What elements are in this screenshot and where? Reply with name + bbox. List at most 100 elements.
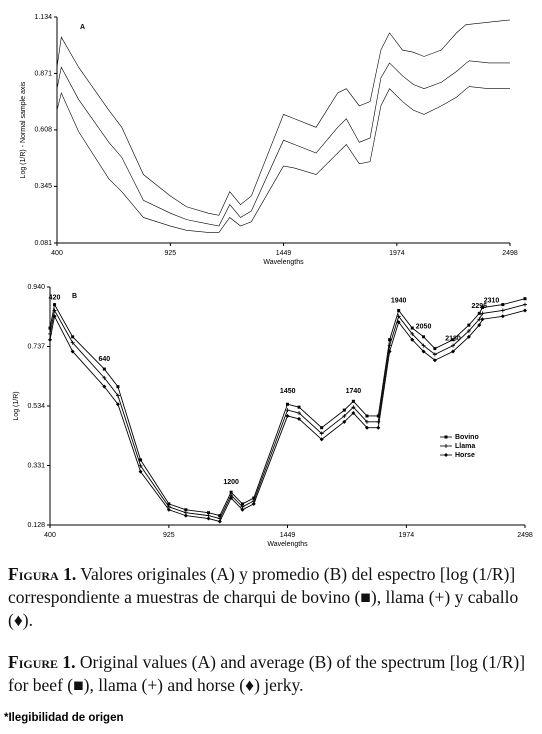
marker xyxy=(351,411,356,416)
caption-text: Valores originales (A) y promedio (B) de… xyxy=(8,564,519,630)
marker xyxy=(184,508,188,512)
marker xyxy=(218,514,222,518)
marker xyxy=(451,343,456,348)
annotation: 1740 xyxy=(346,388,362,395)
annotation: 1940 xyxy=(391,297,407,304)
marker xyxy=(523,297,527,301)
annotation: 640 xyxy=(98,356,110,363)
y-tick-label: 0.534 xyxy=(27,403,45,410)
marker xyxy=(71,335,75,339)
marker xyxy=(432,358,437,363)
marker xyxy=(480,317,485,322)
x-tick-label: 925 xyxy=(165,250,177,257)
marker xyxy=(48,326,52,330)
marker xyxy=(410,337,415,342)
y-tick-label: 0.345 xyxy=(34,183,52,190)
marker xyxy=(319,431,324,436)
series-line xyxy=(56,19,511,216)
marker xyxy=(500,308,505,313)
marker xyxy=(297,416,302,421)
x-tick-label: 2498 xyxy=(502,250,518,257)
marker xyxy=(421,349,426,354)
marker xyxy=(501,303,505,307)
marker xyxy=(351,399,355,403)
marker xyxy=(70,340,75,345)
marker xyxy=(480,306,484,310)
marker xyxy=(167,502,171,506)
footnote: *Ilegibilidad de origen xyxy=(4,712,124,724)
marker xyxy=(410,331,415,336)
marker xyxy=(285,408,290,413)
marker xyxy=(342,419,347,424)
marker xyxy=(229,490,233,494)
marker xyxy=(285,413,290,418)
marker xyxy=(351,405,356,410)
marker xyxy=(451,349,456,354)
legend-label: Llama xyxy=(455,443,475,450)
marker xyxy=(387,343,392,348)
annotation: 2180 xyxy=(445,335,461,342)
marker xyxy=(286,402,289,406)
marker xyxy=(523,302,527,307)
x-tick-label: 925 xyxy=(163,532,175,539)
annotation: 1450 xyxy=(280,388,296,395)
marker xyxy=(365,414,369,418)
series-line xyxy=(56,86,510,233)
marker xyxy=(376,419,381,424)
marker xyxy=(52,314,57,319)
annotation: 420 xyxy=(49,294,61,301)
marker xyxy=(477,311,481,315)
marker xyxy=(206,516,211,521)
x-tick-label: 2498 xyxy=(517,532,533,539)
marker xyxy=(396,320,401,325)
x-tick-label: 1449 xyxy=(280,532,296,539)
marker xyxy=(240,507,245,512)
y-axis-label: Log (1/R) xyxy=(13,391,20,420)
marker xyxy=(53,303,57,307)
y-axis-label: Log (1/R) - Normal sample axis xyxy=(20,81,27,178)
x-tick-label: 1974 xyxy=(399,532,415,539)
annotation: 2296 xyxy=(471,303,487,310)
marker xyxy=(451,338,455,342)
marker xyxy=(297,411,302,416)
marker xyxy=(397,308,401,312)
marker xyxy=(387,349,392,354)
marker xyxy=(102,384,107,389)
marker xyxy=(421,343,426,348)
annotation: 1200 xyxy=(223,479,239,486)
chart-b: B Wavelengths Log (1/R) 400 925 1449 1974 2498 0… xyxy=(13,284,533,548)
caption-en: Figure 1. Original values (A) and averag… xyxy=(8,651,538,697)
caption-text: Original values (A) and average (B) of t… xyxy=(8,652,526,695)
marker xyxy=(102,367,106,371)
marker xyxy=(500,314,505,319)
marker xyxy=(138,463,143,468)
y-tick-label: 1.134 xyxy=(34,14,52,21)
marker xyxy=(48,337,52,342)
marker xyxy=(388,338,392,342)
legend-label: Horse xyxy=(455,452,475,459)
marker xyxy=(396,314,401,319)
marker xyxy=(319,437,324,442)
y-tick-label: 0.608 xyxy=(34,127,52,134)
marker xyxy=(52,308,57,313)
marker xyxy=(432,352,437,357)
chart-title: A xyxy=(80,24,85,31)
marker xyxy=(466,334,471,339)
legend-label: Bovino xyxy=(455,434,479,441)
marker xyxy=(138,469,143,474)
marker xyxy=(364,419,369,424)
y-tick-label: 0.871 xyxy=(34,70,52,77)
marker xyxy=(480,311,485,316)
marker xyxy=(433,347,437,351)
marker xyxy=(376,414,380,418)
legend-marker xyxy=(444,444,448,448)
y-tick-label: 0.737 xyxy=(27,343,45,350)
marker xyxy=(252,496,256,500)
marker xyxy=(410,326,414,330)
marker xyxy=(342,413,347,418)
marker xyxy=(364,425,369,430)
marker xyxy=(183,513,188,518)
x-tick-label: 1449 xyxy=(276,250,292,257)
marker xyxy=(139,458,143,462)
